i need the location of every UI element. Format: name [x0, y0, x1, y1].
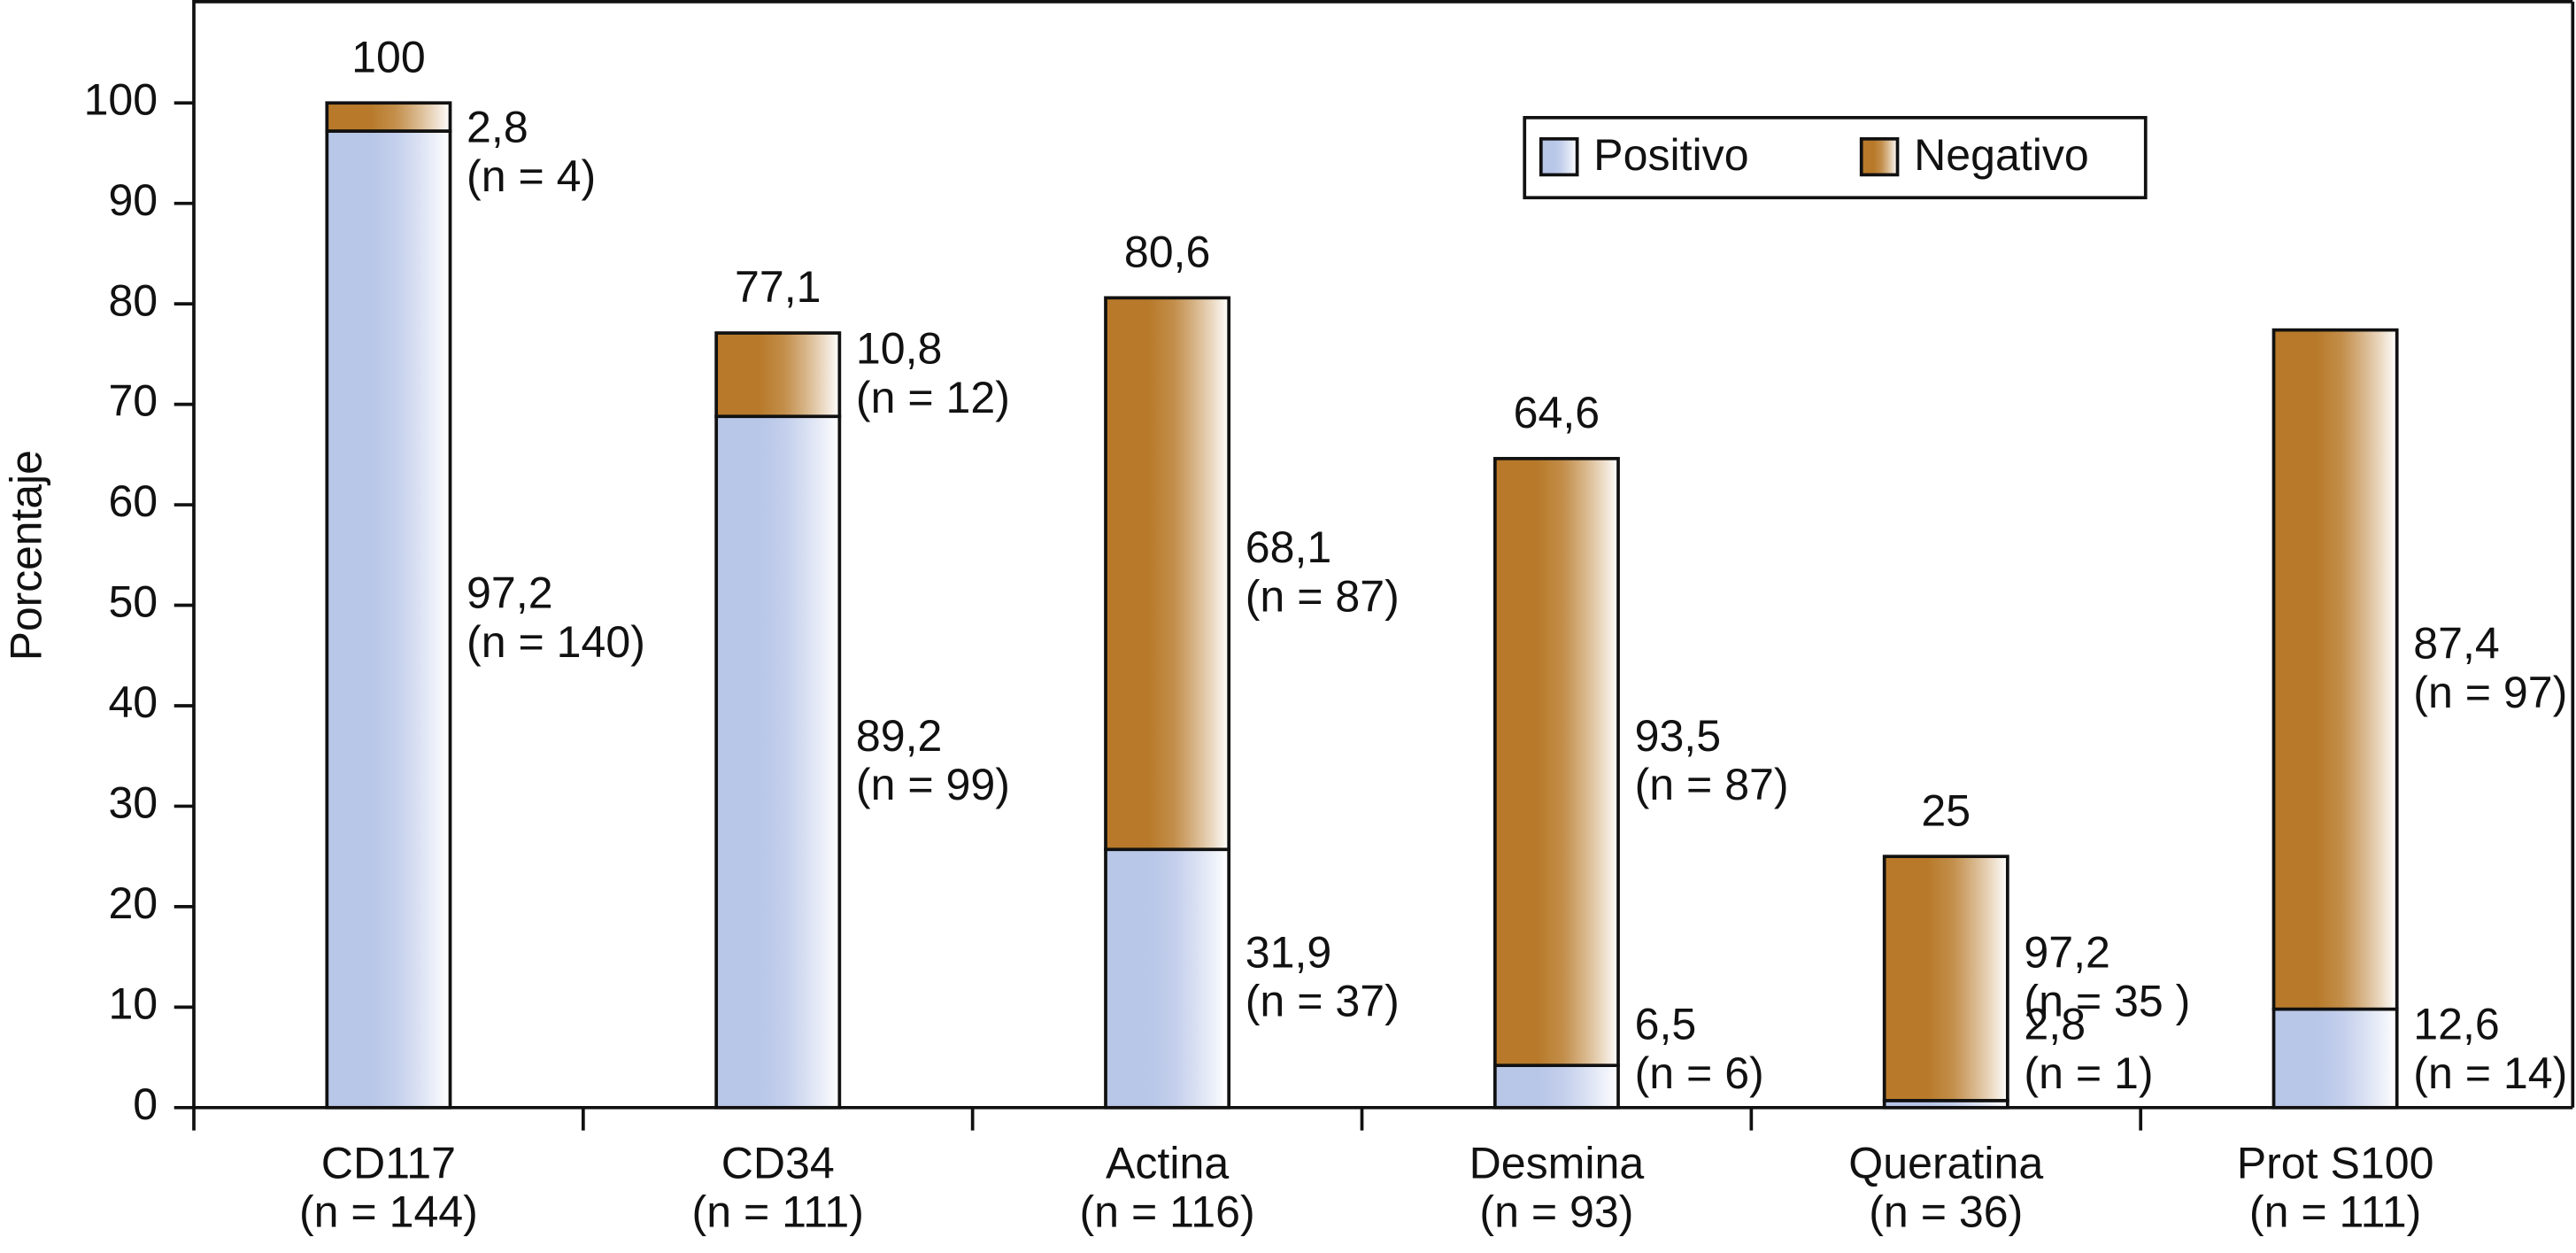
x-count-label: (n = 93)	[1479, 1187, 1633, 1237]
y-tick-label: 80	[108, 275, 158, 325]
y-tick-label: 50	[108, 577, 158, 627]
bar-segment	[1492, 1064, 1620, 1110]
total-label: 25	[1921, 785, 1971, 835]
segment-share-label: 97,2	[467, 568, 552, 618]
x-tick-label: Prot S100	[2237, 1139, 2434, 1188]
x-count-label: (n = 111)	[692, 1187, 864, 1237]
segment-share-label: 68,1	[1246, 522, 1331, 572]
total-label: 77,1	[735, 262, 821, 312]
legend-label: Positivo	[1593, 130, 1748, 180]
bar-segment	[714, 414, 842, 1110]
bar-segment	[2271, 1007, 2399, 1110]
y-tick-label: 10	[108, 979, 158, 1029]
total-label: 80,6	[1124, 228, 1210, 277]
y-tick-label: 100	[84, 75, 158, 125]
y-tick-label: 0	[133, 1079, 158, 1129]
x-count-label: (n = 111)	[2249, 1187, 2421, 1237]
bar-segment	[325, 129, 452, 1110]
segment-count-label: (n = 6)	[1635, 1048, 1764, 1098]
x-tick-label: CD117	[321, 1139, 456, 1188]
x-count-label: (n = 36)	[1869, 1187, 2023, 1237]
segment-count-label: (n = 14)	[2413, 1048, 2567, 1098]
segment-count-label: (n = 1)	[2024, 1048, 2153, 1098]
y-tick-label: 30	[108, 778, 158, 828]
segment-count-label: (n = 99)	[856, 760, 1010, 809]
segment-count-label: (n = 87)	[1246, 572, 1400, 622]
bar-segment	[714, 331, 842, 419]
segment-share-label: 97,2	[2024, 927, 2109, 977]
x-tick-label: Actina	[1106, 1139, 1229, 1188]
y-tick-label: 60	[108, 476, 158, 526]
bar-segment	[1104, 296, 1231, 852]
total-label: 64,6	[1514, 388, 1600, 437]
segment-share-label: 31,9	[1246, 927, 1331, 977]
x-count-label: (n = 116)	[1080, 1187, 1255, 1237]
segment-share-label: 87,4	[2413, 619, 2499, 669]
segment-count-label: (n = 97)	[2413, 668, 2567, 717]
y-tick-label: 40	[108, 677, 158, 727]
segment-share-label: 6,5	[1635, 1000, 1697, 1049]
legend-box	[1523, 115, 2148, 200]
segment-count-label: (n = 35 )	[2024, 977, 2190, 1026]
segment-share-label: 89,2	[856, 711, 942, 761]
y-tick-label: 90	[108, 175, 158, 225]
bar-segment	[1492, 457, 1620, 1068]
segment-share-label: 2,8	[2024, 1000, 2086, 1049]
y-tick-label: 20	[108, 878, 158, 928]
segment-count-label: (n = 140)	[467, 617, 645, 667]
bar-segment	[2271, 328, 2399, 1011]
segment-share-label: 10,8	[856, 324, 942, 374]
total-label: 100	[351, 33, 426, 82]
segment-share-label: 93,5	[1635, 711, 1721, 761]
y-axis-label: Porcentaje	[1, 450, 50, 661]
segment-count-label: (n = 12)	[856, 373, 1010, 422]
bar-segment	[325, 101, 452, 133]
legend-swatch	[1539, 136, 1579, 177]
segment-count-label: (n = 87)	[1635, 760, 1789, 809]
x-tick-label: CD34	[721, 1139, 835, 1188]
x-tick-label: Queratina	[1848, 1139, 2043, 1188]
legend-label: Negativo	[1914, 130, 2089, 180]
bar-segment	[1104, 847, 1231, 1110]
segment-count-label: (n = 4)	[467, 151, 596, 201]
segment-count-label: (n = 37)	[1246, 977, 1400, 1026]
legend-swatch	[1859, 136, 1900, 177]
segment-share-label: 2,8	[467, 103, 528, 152]
segment-share-label: 12,6	[2413, 1000, 2499, 1049]
y-tick-label: 70	[108, 376, 158, 426]
bar-segment	[1882, 855, 2009, 1102]
x-count-label: (n = 144)	[299, 1187, 478, 1237]
x-tick-label: Desmina	[1469, 1139, 1645, 1188]
